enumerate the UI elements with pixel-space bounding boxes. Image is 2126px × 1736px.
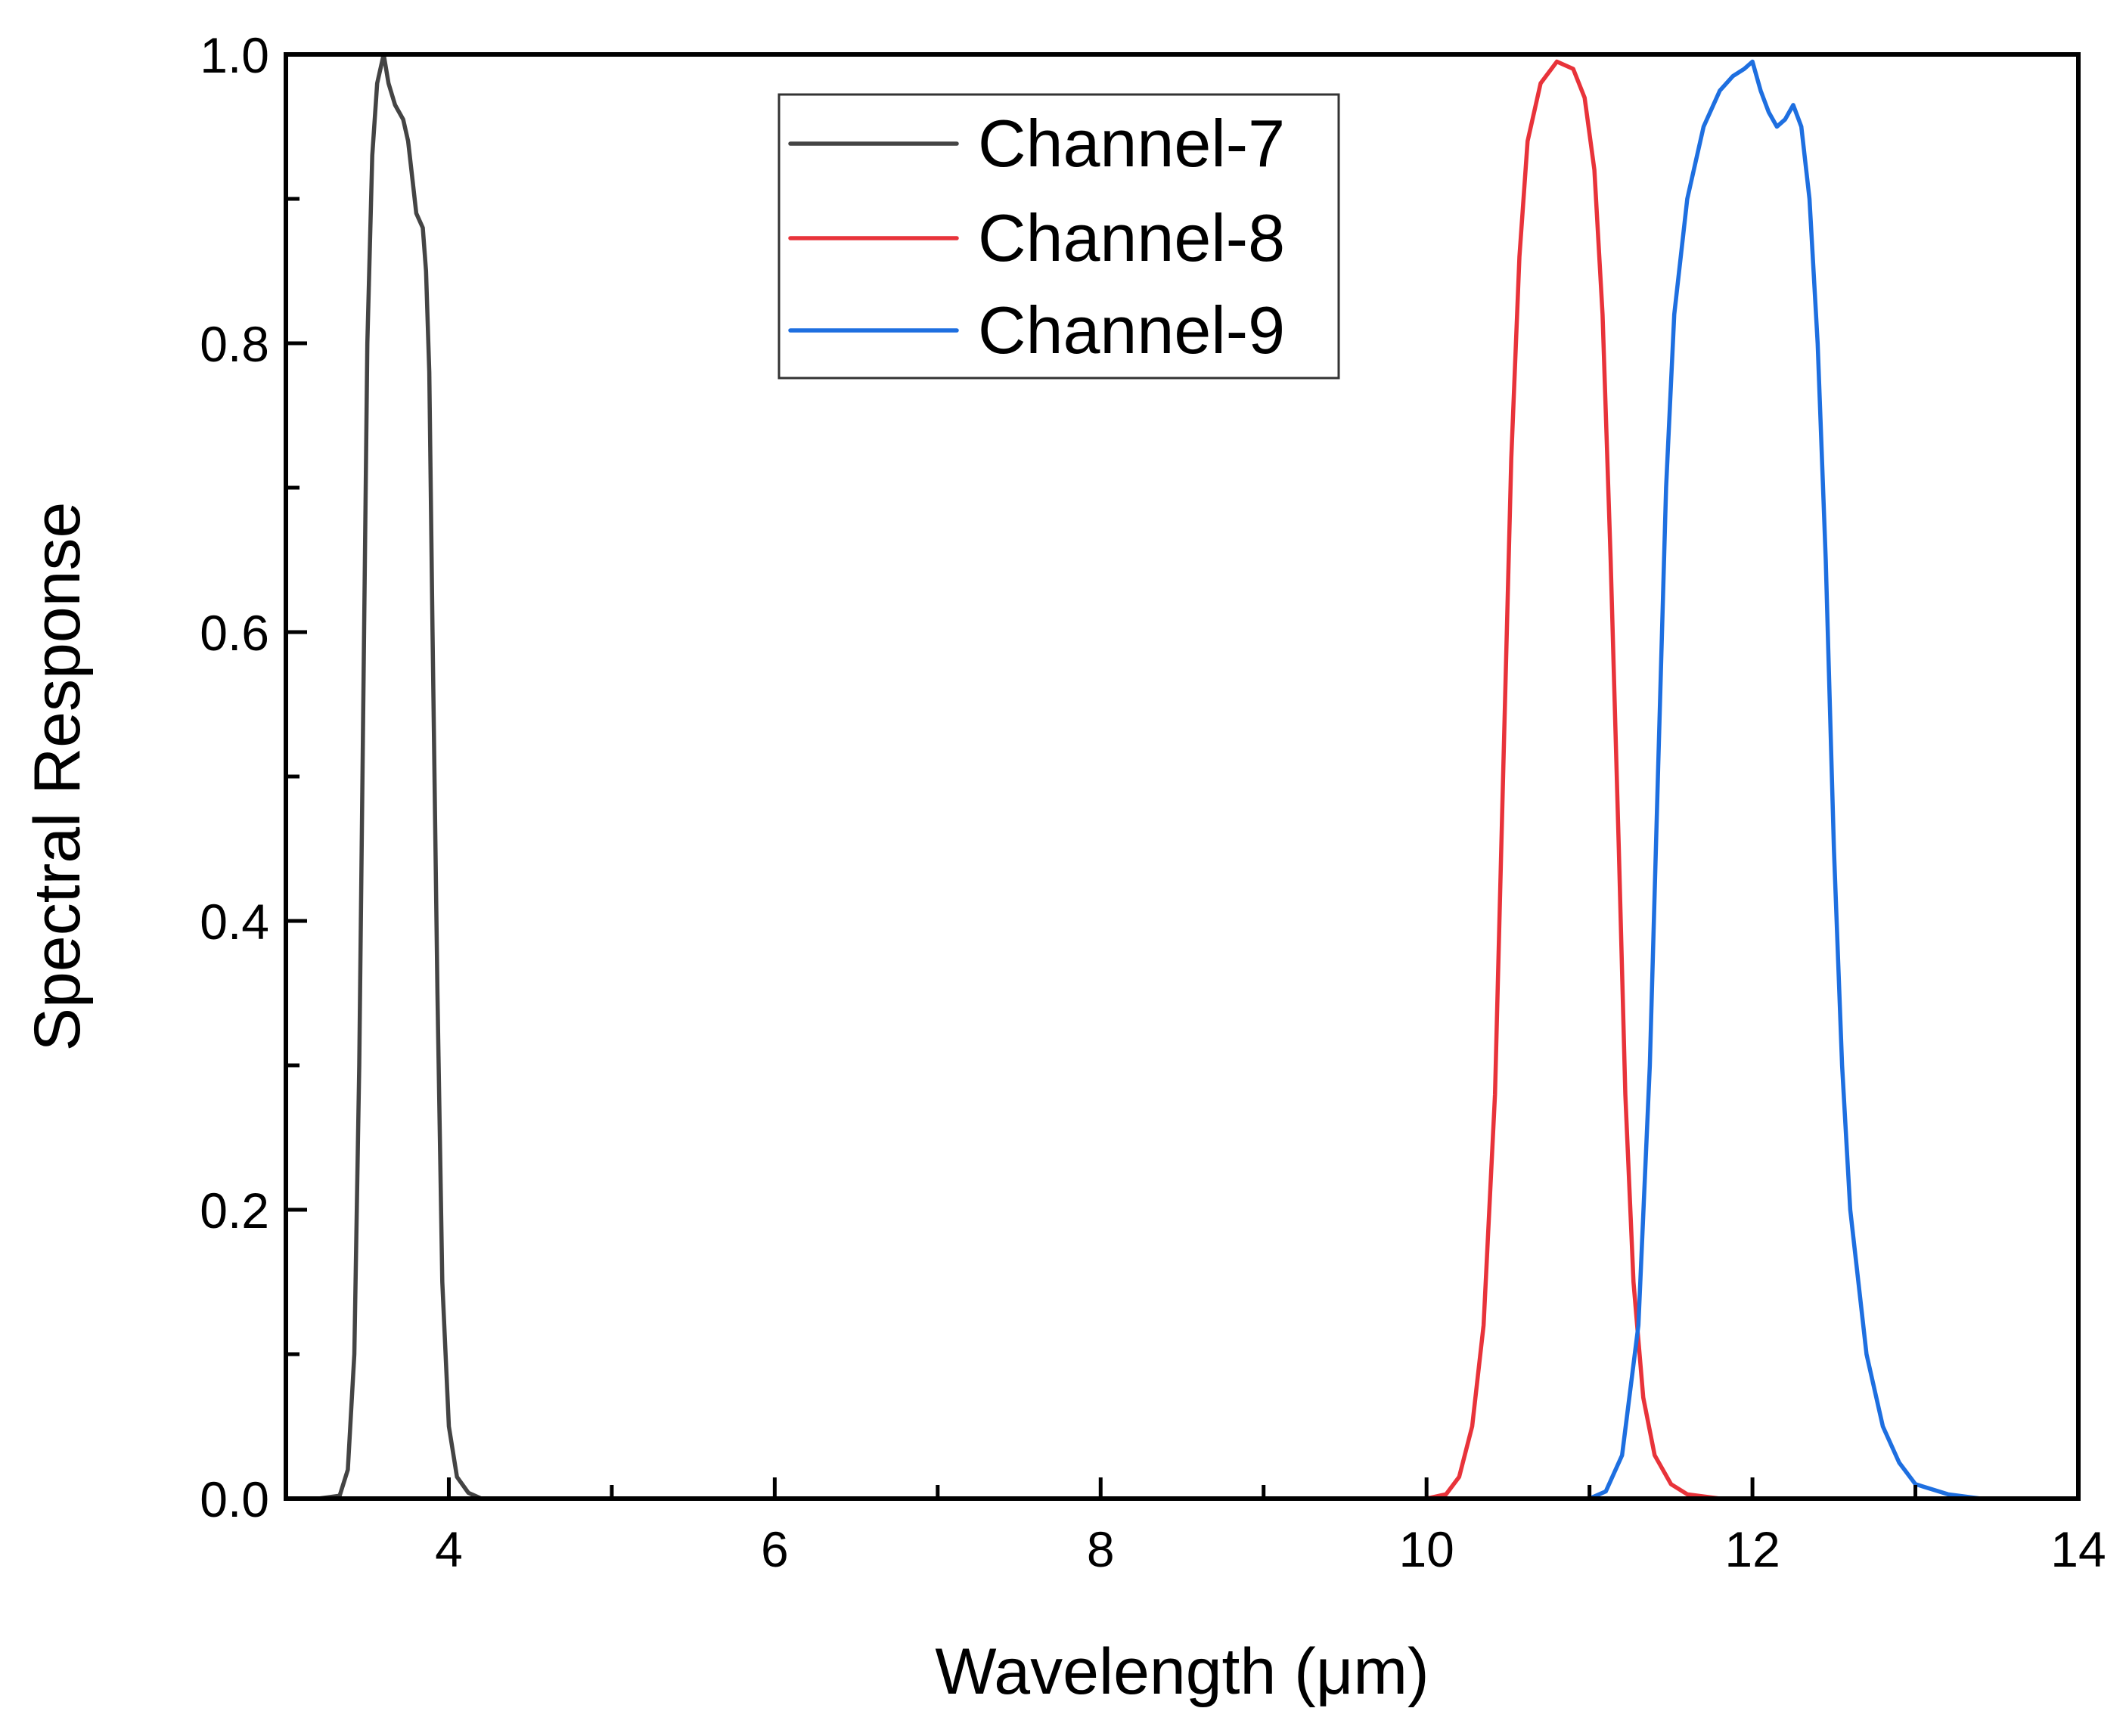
legend-label-channel-9: Channel-9 [978, 293, 1285, 367]
x-tick-label: 6 [761, 1521, 789, 1577]
x-tick-label: 4 [435, 1521, 463, 1577]
y-tick-label: 0.8 [200, 316, 269, 372]
plot-frame [284, 52, 2081, 1501]
legend-label-channel-7: Channel-7 [978, 106, 1285, 181]
legend: Channel-7 Channel-8 Channel-9 [777, 93, 1340, 380]
series-layer [284, 52, 2081, 1501]
y-tick-label: 0.0 [200, 1471, 269, 1527]
x-tick-label: 8 [1087, 1521, 1115, 1577]
y-tick-label: 0.6 [200, 605, 269, 661]
y-tick-label: 1.0 [200, 27, 269, 83]
y-tick-label: 0.4 [200, 894, 269, 950]
y-tick-label: 0.2 [200, 1183, 269, 1238]
x-tick-label: 10 [1398, 1521, 1454, 1577]
x-tick-label: 12 [1724, 1521, 1780, 1577]
x-axis-title: Wavelength (μm) [935, 1635, 1429, 1708]
series-line-channel-8 [1261, 59, 1853, 1501]
tick-labels: 4 6 8 10 12 14 0.0 0.2 0.4 0.6 0.8 1.0 [200, 27, 2106, 1577]
legend-label-channel-8: Channel-8 [978, 200, 1285, 275]
series-line-channel-7 [284, 52, 532, 1501]
y-axis-title: Spectral Response [21, 502, 94, 1052]
series-line-channel-9 [1424, 59, 2081, 1501]
x-tick-label: 14 [2050, 1521, 2106, 1577]
